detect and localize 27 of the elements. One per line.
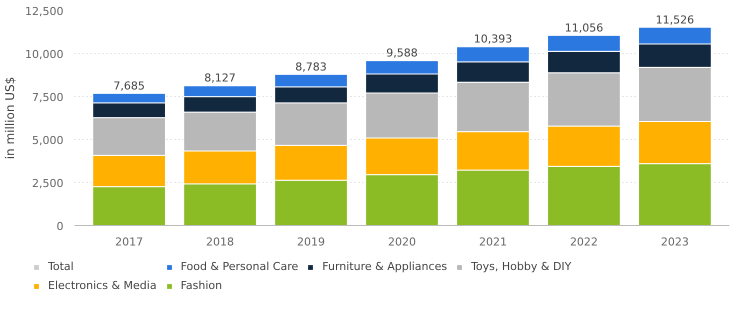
total-label: 7,685: [113, 79, 145, 92]
legend-label: Food & Personal Care: [180, 260, 298, 273]
y-tick-label: 0: [56, 220, 64, 233]
x-tick-label: 2022: [570, 236, 598, 248]
y-tick-label: 2,500: [32, 177, 64, 190]
total-label: 11,056: [564, 21, 604, 34]
x-tick-label: 2017: [115, 236, 144, 248]
y-axis-title: in million US$: [3, 76, 18, 160]
x-tick-label: 2023: [660, 236, 689, 248]
legend-label: Furniture & Appliances: [322, 260, 448, 273]
total-label: 8,783: [295, 60, 327, 74]
legend-label: Toys, Hobby & DIY: [471, 260, 572, 273]
total-label: 9,588: [386, 46, 418, 60]
x-tick-label: 2019: [297, 236, 326, 248]
legend-label: Fashion: [180, 279, 222, 292]
y-tick-label: 10,000: [25, 48, 64, 61]
x-tick-label: 2020: [388, 236, 416, 248]
legend-label: Electronics & Media: [48, 279, 157, 292]
y-tick-label: 5,000: [32, 134, 64, 147]
total-label: 8,127: [204, 72, 236, 85]
total-label: 11,526: [656, 13, 694, 26]
x-tick-label: 2021: [478, 236, 507, 248]
legend-label: Total: [48, 260, 74, 273]
y-tick-label: 12,500: [25, 5, 64, 18]
x-tick-label: 2018: [206, 236, 234, 248]
y-tick-label: 7,500: [32, 91, 64, 104]
total-label: 10,393: [474, 32, 512, 46]
